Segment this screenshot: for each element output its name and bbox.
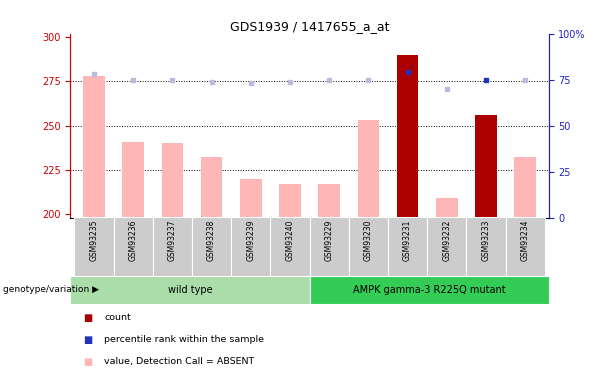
- Text: AMPK gamma-3 R225Q mutant: AMPK gamma-3 R225Q mutant: [353, 285, 505, 295]
- Text: genotype/variation ▶: genotype/variation ▶: [3, 285, 99, 294]
- Text: GSM93237: GSM93237: [168, 220, 177, 261]
- Text: GSM93235: GSM93235: [89, 220, 99, 261]
- Bar: [70, 276, 310, 304]
- Text: wild type: wild type: [168, 285, 212, 295]
- Text: GSM93240: GSM93240: [286, 220, 294, 261]
- Bar: [270, 217, 310, 276]
- Text: GSM93234: GSM93234: [520, 220, 530, 261]
- Bar: [388, 217, 427, 276]
- Text: ■: ■: [83, 313, 92, 323]
- Bar: [310, 217, 349, 276]
- Bar: [240, 178, 262, 218]
- Bar: [310, 276, 549, 304]
- Text: GSM93238: GSM93238: [207, 220, 216, 261]
- Bar: [349, 217, 388, 276]
- Bar: [74, 217, 113, 276]
- Text: GSM93231: GSM93231: [403, 220, 412, 261]
- Text: percentile rank within the sample: percentile rank within the sample: [104, 335, 264, 344]
- Text: ■: ■: [83, 357, 92, 367]
- Bar: [436, 198, 457, 217]
- Text: GSM93236: GSM93236: [129, 220, 138, 261]
- Bar: [279, 184, 301, 218]
- Text: count: count: [104, 313, 131, 322]
- Text: GSM93230: GSM93230: [364, 220, 373, 261]
- Bar: [123, 141, 144, 218]
- Bar: [506, 217, 545, 276]
- Text: GSM93233: GSM93233: [481, 220, 490, 261]
- Text: GSM93229: GSM93229: [325, 220, 333, 261]
- Bar: [514, 158, 536, 218]
- Bar: [475, 115, 497, 218]
- Text: value, Detection Call = ABSENT: value, Detection Call = ABSENT: [104, 357, 254, 366]
- Bar: [318, 184, 340, 218]
- Bar: [427, 217, 466, 276]
- Bar: [162, 143, 183, 218]
- Bar: [192, 217, 231, 276]
- Text: ■: ■: [83, 335, 92, 345]
- Bar: [466, 217, 506, 276]
- Bar: [397, 55, 418, 217]
- Bar: [357, 120, 379, 218]
- Bar: [113, 217, 153, 276]
- Text: GSM93239: GSM93239: [246, 220, 255, 261]
- Text: GSM93232: GSM93232: [442, 220, 451, 261]
- Bar: [83, 76, 105, 217]
- Bar: [231, 217, 270, 276]
- Bar: [201, 158, 223, 218]
- Bar: [153, 217, 192, 276]
- Title: GDS1939 / 1417655_a_at: GDS1939 / 1417655_a_at: [230, 20, 389, 33]
